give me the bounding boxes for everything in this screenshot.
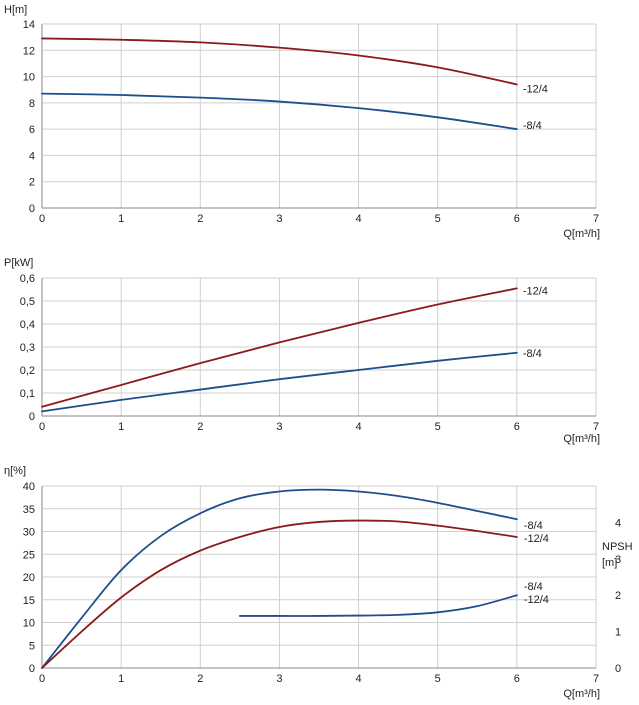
x-axis-label: Q[m³/h] xyxy=(563,688,600,700)
y-tick-label: 0 xyxy=(29,663,35,675)
y-tick-label: 6 xyxy=(29,124,35,136)
x-tick-label: 7 xyxy=(593,421,599,433)
series-label: -12/4 xyxy=(524,594,549,606)
x-tick-label: 5 xyxy=(435,673,441,685)
x-tick-label: 0 xyxy=(39,213,45,225)
x-tick-label: 1 xyxy=(118,213,124,225)
y2-tick-label: 0 xyxy=(615,663,621,675)
y-tick-label: 12 xyxy=(23,45,35,57)
y-tick-label: 14 xyxy=(23,19,35,31)
x-tick-label: 1 xyxy=(118,673,124,685)
series-line xyxy=(41,488,518,669)
series-line xyxy=(41,92,518,131)
y-tick-label: 2 xyxy=(29,177,35,189)
series-line xyxy=(41,287,518,408)
y-tick-label: 4 xyxy=(29,150,35,162)
y-tick-label: 8 xyxy=(29,98,35,110)
y2-tick-label: 4 xyxy=(615,517,621,529)
y-tick-label: 20 xyxy=(23,572,35,584)
y-axis-label: H[m] xyxy=(4,4,27,16)
y2-axis-label: [m] xyxy=(602,557,617,569)
x-tick-label: 5 xyxy=(435,213,441,225)
y2-axis-label: NPSH xyxy=(602,541,633,553)
x-tick-label: 7 xyxy=(593,213,599,225)
y-axis-label: η[%] xyxy=(4,465,26,477)
x-tick-label: 2 xyxy=(197,213,203,225)
y-tick-label: 0,4 xyxy=(20,319,35,331)
series-label: -12/4 xyxy=(523,285,548,297)
x-tick-label: 4 xyxy=(356,421,362,433)
y2-tick-label: 2 xyxy=(615,590,621,602)
y-tick-label: 30 xyxy=(23,527,35,539)
y-tick-label: 0,6 xyxy=(20,273,35,285)
y2-tick-label: 1 xyxy=(615,627,621,639)
y-tick-label: 35 xyxy=(23,504,35,516)
y-tick-label: 10 xyxy=(23,72,35,84)
y-tick-label: 5 xyxy=(29,640,35,652)
series-label: -12/4 xyxy=(523,83,548,95)
x-tick-label: 5 xyxy=(435,421,441,433)
y-tick-label: 0 xyxy=(29,203,35,215)
series-line xyxy=(41,351,518,413)
x-tick-label: 2 xyxy=(197,421,203,433)
x-axis-label: Q[m³/h] xyxy=(563,433,600,445)
x-tick-label: 3 xyxy=(276,673,282,685)
x-tick-label: 1 xyxy=(118,421,124,433)
y-tick-label: 0,1 xyxy=(20,388,35,400)
y-tick-label: 15 xyxy=(23,595,35,607)
y2-tick-label: 3 xyxy=(615,554,621,566)
series-label: -8/4 xyxy=(524,520,543,532)
series-label: -8/4 xyxy=(524,581,543,593)
series-label: -8/4 xyxy=(523,120,542,132)
series-line xyxy=(41,37,518,86)
x-tick-label: 3 xyxy=(276,213,282,225)
x-tick-label: 6 xyxy=(514,673,520,685)
series-line xyxy=(41,519,518,669)
x-tick-label: 7 xyxy=(593,673,599,685)
x-tick-label: 4 xyxy=(356,673,362,685)
series-label: -8/4 xyxy=(523,348,542,360)
y-tick-label: 0,2 xyxy=(20,365,35,377)
y-tick-label: 40 xyxy=(23,481,35,493)
y-tick-label: 0,3 xyxy=(20,342,35,354)
x-tick-label: 2 xyxy=(197,673,203,685)
x-tick-label: 6 xyxy=(514,421,520,433)
y-tick-label: 10 xyxy=(23,618,35,630)
x-tick-label: 0 xyxy=(39,673,45,685)
y-tick-label: 25 xyxy=(23,549,35,561)
x-tick-label: 3 xyxy=(276,421,282,433)
x-tick-label: 4 xyxy=(356,213,362,225)
y-tick-label: 0 xyxy=(29,411,35,423)
series-label: -12/4 xyxy=(524,533,549,545)
x-tick-label: 6 xyxy=(514,213,520,225)
series-line xyxy=(238,594,518,617)
y-axis-label: P[kW] xyxy=(4,257,33,269)
x-axis-label: Q[m³/h] xyxy=(563,228,600,240)
x-tick-label: 0 xyxy=(39,421,45,433)
y-tick-label: 0,5 xyxy=(20,296,35,308)
